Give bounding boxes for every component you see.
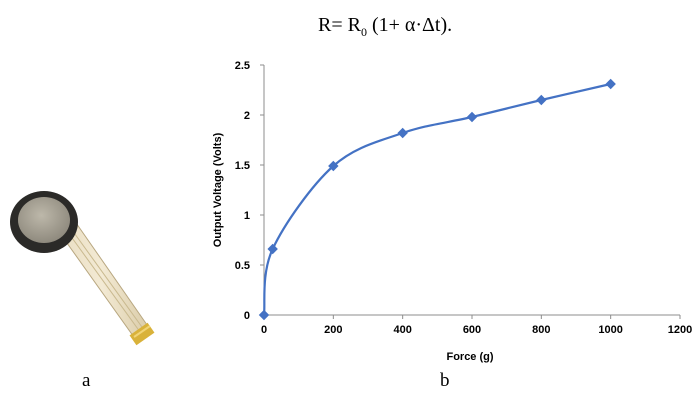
x-tick-label: 1000 (598, 324, 622, 336)
y-tick-label: 1 (244, 210, 250, 222)
chart-axes (263, 65, 680, 316)
x-tick-label: 0 (261, 324, 267, 336)
y-tick-label: 0 (244, 310, 250, 322)
data-point-marker (536, 94, 547, 106)
x-tick-label: 200 (324, 324, 342, 336)
chart-ticks: 0 200 400 600 800 1000 1200 0 0.5 1 1.5 2 2.5 (235, 60, 693, 336)
x-tick-label: 600 (463, 324, 481, 336)
data-point-marker (267, 243, 278, 255)
equation-subscript: 0 (360, 25, 367, 39)
data-point-marker (397, 127, 408, 139)
equation-rhs: (1+ α·Δt). (366, 14, 453, 36)
y-axis-title: Output Voltage (Volts) (212, 132, 224, 247)
data-point-marker (466, 111, 478, 123)
sensor-disc-pad (18, 197, 70, 243)
y-tick-label: 0.5 (235, 260, 250, 272)
x-tick-label: 400 (393, 324, 411, 336)
y-tick-label: 2 (244, 110, 250, 122)
series-markers (258, 78, 616, 321)
series-line (262, 82, 611, 316)
data-point-marker (605, 78, 616, 90)
panel-label-a: a (82, 370, 91, 391)
force-sensor-image (10, 191, 155, 346)
data-point-marker (258, 309, 270, 321)
data-point-marker (328, 160, 339, 172)
y-tick-label: 1.5 (235, 160, 250, 172)
panel-label-b: b (440, 370, 450, 391)
resistance-equation: R= R0 (1+ α·Δt). (318, 14, 578, 40)
x-tick-label: 1200 (668, 324, 692, 336)
x-axis-title: Force (g) (446, 351, 493, 363)
equation-lhs: R= R (318, 14, 361, 36)
y-tick-label: 2.5 (235, 60, 250, 72)
x-tick-label: 800 (532, 324, 550, 336)
